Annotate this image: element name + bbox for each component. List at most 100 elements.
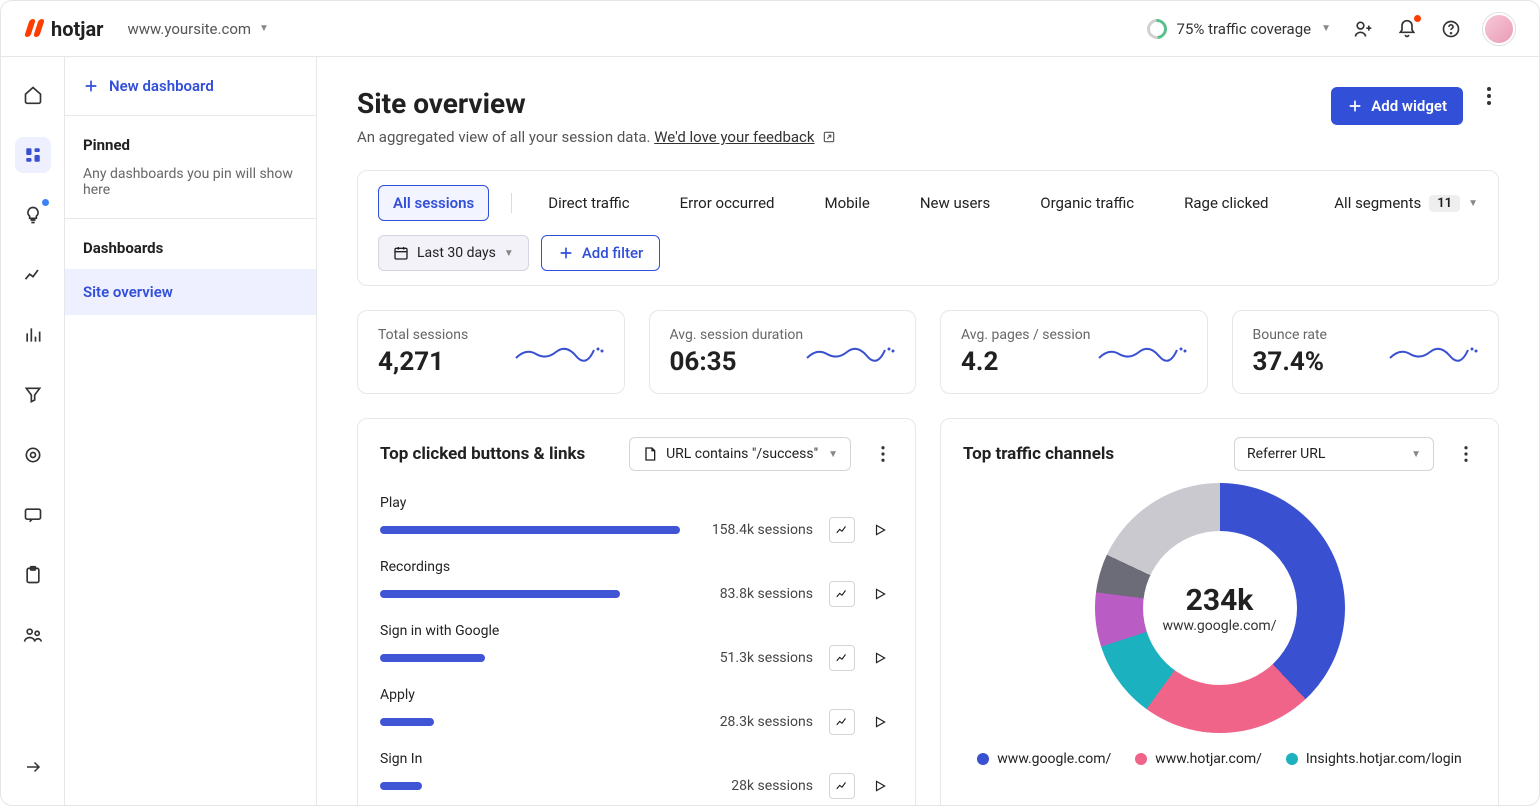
sidebar-item-site-overview[interactable]: Site overview <box>65 269 316 315</box>
date-range-button[interactable]: Last 30 days ▼ <box>378 235 529 271</box>
dashboards-title: Dashboards <box>65 219 316 269</box>
panel-menu-button[interactable] <box>1456 446 1476 462</box>
view-heatmap-button[interactable] <box>829 773 855 799</box>
user-plus-icon <box>1353 19 1373 39</box>
brand-name: hotjar <box>51 17 104 41</box>
click-row: Sign In28k sessions <box>380 739 893 803</box>
pinned-title: Pinned <box>65 116 316 166</box>
panel-title: Top clicked buttons & links <box>380 444 585 464</box>
add-widget-button[interactable]: Add widget <box>1331 87 1463 125</box>
chart-icon <box>835 779 849 793</box>
filter-tab[interactable]: Mobile <box>810 186 883 220</box>
pinned-hint: Any dashboards you pin will show here <box>65 166 316 218</box>
target-icon <box>23 445 43 465</box>
calendar-icon <box>393 245 409 261</box>
rail-feedback[interactable] <box>15 497 51 533</box>
view-heatmap-button[interactable] <box>829 645 855 671</box>
sparkline-icon <box>514 338 604 366</box>
play-recording-button[interactable] <box>867 773 893 799</box>
rail-highlights[interactable] <box>15 197 51 233</box>
spinner-icon <box>1142 14 1170 42</box>
rail-collapse[interactable] <box>15 749 51 785</box>
user-avatar[interactable] <box>1483 13 1515 45</box>
traffic-channels-panel: Top traffic channels Referrer URL ▼ 234k… <box>940 418 1499 805</box>
feedback-link[interactable]: We'd love your feedback <box>654 128 814 146</box>
play-recording-button[interactable] <box>867 709 893 735</box>
panel-title: Top traffic channels <box>963 444 1114 464</box>
filter-tab[interactable]: Rage clicked <box>1170 186 1282 220</box>
brand-logo[interactable]: hotjar <box>25 17 104 41</box>
play-icon <box>873 523 887 537</box>
chart-icon <box>835 523 849 537</box>
view-heatmap-button[interactable] <box>829 517 855 543</box>
play-recording-button[interactable] <box>867 581 893 607</box>
page-icon <box>642 446 658 462</box>
chart-icon <box>835 651 849 665</box>
users-icon <box>23 625 43 645</box>
view-heatmap-button[interactable] <box>829 709 855 735</box>
plus-icon <box>558 245 574 261</box>
kebab-icon <box>881 446 885 462</box>
external-link-icon <box>822 130 836 144</box>
view-heatmap-button[interactable] <box>829 581 855 607</box>
sidebar: New dashboard Pinned Any dashboards you … <box>65 57 317 805</box>
lightbulb-icon <box>23 205 43 225</box>
help-icon <box>1441 19 1461 39</box>
metric-card: Avg. pages / session4.2 <box>940 310 1208 394</box>
play-recording-button[interactable] <box>867 517 893 543</box>
rail-engage[interactable] <box>15 617 51 653</box>
filter-tab[interactable]: All sessions <box>378 185 489 221</box>
chat-icon <box>23 505 43 525</box>
url-filter-select[interactable]: URL contains "/success" ▼ <box>629 437 851 471</box>
chart-icon <box>835 715 849 729</box>
play-recording-button[interactable] <box>867 645 893 671</box>
sparkline-icon <box>1097 338 1187 366</box>
filter-tab[interactable]: Organic traffic <box>1026 186 1148 220</box>
donut-chart: 234k www.google.com/ <box>1095 483 1345 733</box>
add-filter-button[interactable]: Add filter <box>541 235 661 271</box>
legend-item: www.google.com/ <box>977 751 1111 767</box>
chevron-down-icon: ▼ <box>1411 449 1421 460</box>
bars-icon <box>23 325 43 345</box>
kebab-icon <box>1464 446 1468 462</box>
all-segments-select[interactable]: All segments11▼ <box>1334 194 1478 212</box>
notifications-button[interactable] <box>1395 17 1419 41</box>
new-dashboard-button[interactable]: New dashboard <box>65 57 316 116</box>
plus-icon <box>1347 98 1363 114</box>
collapse-icon <box>24 758 42 776</box>
topbar: hotjar www.yoursite.com ▼ 75% traffic co… <box>1 1 1539 57</box>
rail-dashboards[interactable] <box>15 137 51 173</box>
click-row: Sign in with Google51.3k sessions <box>380 611 893 675</box>
filter-tab[interactable]: Direct traffic <box>534 186 643 220</box>
site-selector-label: www.yoursite.com <box>128 20 252 38</box>
clipboard-icon <box>23 565 43 585</box>
chevron-down-icon: ▼ <box>828 449 838 460</box>
site-selector[interactable]: www.yoursite.com ▼ <box>128 20 269 38</box>
filter-tab[interactable]: New users <box>906 186 1004 220</box>
rail-surveys[interactable] <box>15 557 51 593</box>
rail-recordings[interactable] <box>15 317 51 353</box>
traffic-label: 75% traffic coverage <box>1177 20 1312 38</box>
rail-funnels[interactable] <box>15 377 51 413</box>
invite-user-button[interactable] <box>1351 17 1375 41</box>
bell-icon <box>1397 19 1417 39</box>
nav-rail <box>1 57 65 805</box>
page-menu-button[interactable] <box>1479 87 1499 105</box>
click-row: Play158.4k sessions <box>380 483 893 547</box>
rail-trends[interactable] <box>15 257 51 293</box>
rail-heatmaps[interactable] <box>15 437 51 473</box>
filter-tab[interactable]: Error occurred <box>666 186 789 220</box>
traffic-coverage[interactable]: 75% traffic coverage ▼ <box>1147 19 1331 39</box>
page-subtitle: An aggregated view of all your session d… <box>357 128 836 146</box>
panel-menu-button[interactable] <box>873 446 893 462</box>
play-icon <box>873 779 887 793</box>
home-icon <box>23 85 43 105</box>
traffic-select[interactable]: Referrer URL ▼ <box>1234 437 1434 471</box>
page-title: Site overview <box>357 87 836 120</box>
help-button[interactable] <box>1439 17 1463 41</box>
rail-home[interactable] <box>15 77 51 113</box>
top-clicks-panel: Top clicked buttons & links URL contains… <box>357 418 916 805</box>
chevron-down-icon: ▼ <box>504 248 514 259</box>
main-content: Site overview An aggregated view of all … <box>317 57 1539 805</box>
new-dashboard-label: New dashboard <box>109 77 214 95</box>
